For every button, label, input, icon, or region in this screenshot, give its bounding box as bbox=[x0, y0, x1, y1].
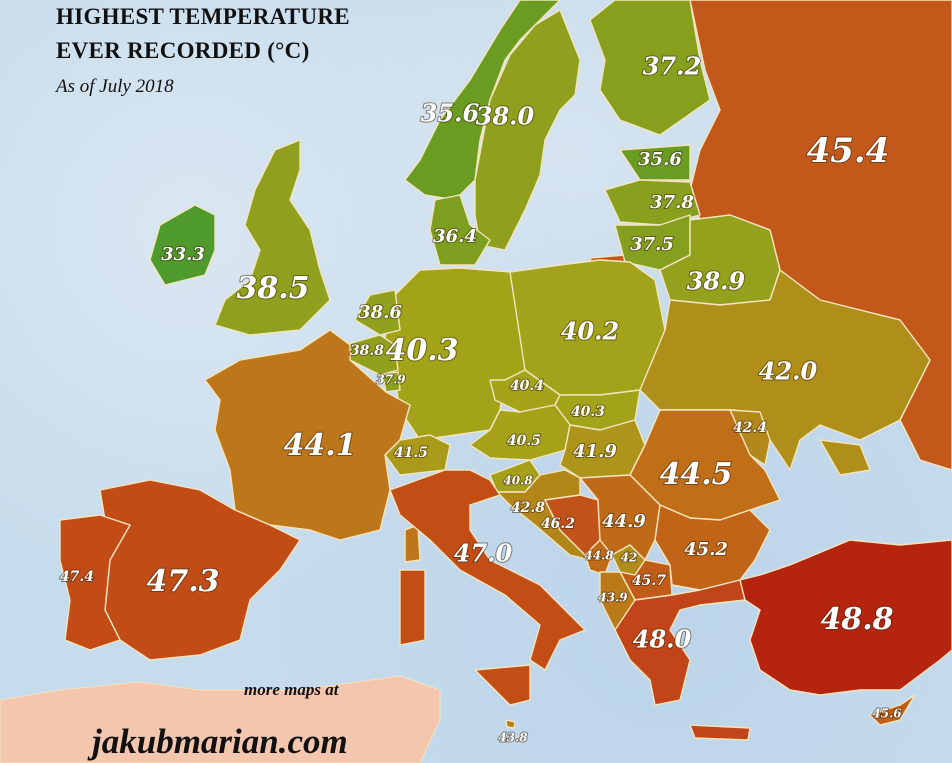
region-denmark bbox=[429, 194, 491, 266]
region-ireland bbox=[149, 204, 216, 286]
value-label: 33.3 bbox=[161, 244, 205, 265]
value-label: 40.3 bbox=[385, 333, 458, 368]
value-label: 35.6 bbox=[638, 149, 682, 170]
region-luxembourg bbox=[382, 371, 401, 393]
value-label: 44.1 bbox=[283, 428, 356, 463]
value-label: 48.8 bbox=[820, 602, 893, 637]
value-label: 38.6 bbox=[358, 302, 402, 323]
map-title-line1: HIGHEST TEMPERATURE bbox=[56, 4, 350, 29]
value-label: 35.6 bbox=[421, 99, 480, 128]
value-label: 42.8 bbox=[511, 500, 545, 516]
region-greece bbox=[614, 579, 746, 706]
region-montenegro bbox=[584, 539, 613, 576]
value-label: 48.0 bbox=[633, 625, 692, 654]
footer-site: jakubmarian.com bbox=[92, 722, 348, 761]
value-label: 40.3 bbox=[571, 404, 605, 420]
value-label: 37.5 bbox=[630, 234, 674, 255]
region-cyprus bbox=[869, 694, 916, 726]
value-label: 47.4 bbox=[60, 569, 94, 585]
value-label: 45.2 bbox=[684, 539, 728, 560]
value-label: 44.5 bbox=[659, 457, 732, 492]
value-label: 43.8 bbox=[498, 731, 528, 745]
value-label: 37.2 bbox=[643, 52, 701, 81]
value-label: 41.9 bbox=[573, 441, 617, 462]
region-france bbox=[204, 329, 411, 541]
region-sweden bbox=[474, 9, 581, 251]
region-portugal bbox=[59, 514, 131, 651]
value-label: 45.7 bbox=[632, 573, 666, 589]
value-label: 37.9 bbox=[376, 373, 406, 387]
value-label: 46.2 bbox=[541, 516, 575, 532]
value-label: 40.4 bbox=[510, 378, 544, 394]
value-label: 44.9 bbox=[602, 511, 646, 532]
value-label: 42.4 bbox=[733, 420, 767, 436]
region-switzerland bbox=[384, 434, 451, 476]
value-label: 47.0 bbox=[454, 539, 513, 568]
region-malta bbox=[505, 719, 516, 729]
value-label: 45.6 bbox=[872, 707, 902, 721]
value-label: 40.2 bbox=[561, 317, 619, 346]
value-label: 40.5 bbox=[507, 433, 541, 449]
region-estonia bbox=[619, 144, 691, 181]
value-label: 41.5 bbox=[394, 445, 428, 461]
region-italy bbox=[389, 469, 586, 671]
value-label: 37.8 bbox=[650, 192, 694, 213]
region-netherlands bbox=[354, 289, 401, 336]
value-label: 42.0 bbox=[759, 357, 818, 386]
value-label: 38.9 bbox=[687, 267, 746, 296]
region-sardinia bbox=[399, 569, 426, 646]
map-subtitle: As of July 2018 bbox=[56, 76, 174, 97]
region-austria bbox=[469, 404, 571, 461]
region-sicily bbox=[474, 664, 531, 706]
region-latvia bbox=[604, 179, 701, 226]
region-finland bbox=[589, 0, 711, 136]
region-bulgaria bbox=[654, 504, 771, 591]
value-label: 38.0 bbox=[476, 102, 535, 131]
footer-more-maps: more maps at bbox=[244, 680, 339, 699]
region-crimea bbox=[819, 439, 871, 476]
value-label: 43.9 bbox=[598, 591, 628, 605]
value-label: 45.4 bbox=[807, 131, 890, 171]
region-turkey bbox=[739, 539, 952, 696]
value-label: 38.5 bbox=[236, 271, 309, 306]
value-label: 36.4 bbox=[433, 226, 477, 247]
region-crete bbox=[689, 724, 751, 741]
africa-coast bbox=[0, 675, 441, 763]
value-label: 44.8 bbox=[584, 549, 614, 563]
value-label: 42 bbox=[621, 551, 638, 565]
map-title-line2: EVER RECORDED (°C) bbox=[56, 38, 310, 63]
value-label: 40.8 bbox=[503, 474, 533, 488]
region-uk bbox=[214, 139, 331, 336]
value-label: 38.8 bbox=[350, 343, 384, 359]
value-label: 47.3 bbox=[146, 564, 219, 599]
